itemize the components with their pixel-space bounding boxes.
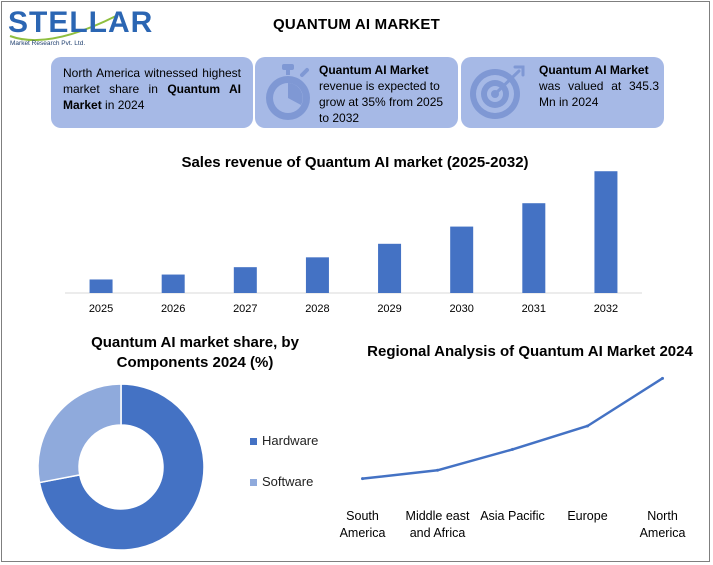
donut-slice-hardware [38,383,205,551]
logo-swoosh-icon [9,15,117,42]
info-card-region: North America witnessed highest market s… [51,57,253,128]
legend-swatch-software [250,479,257,487]
card3-text: Quantum AI Market was valued at 345.3 Mn… [539,62,659,110]
line-point-2 [511,447,514,451]
bar-tick-label-2026: 2026 [161,303,185,315]
card3-text-bold: Quantum AI Market [539,63,649,77]
bar-chart-title: Sales revenue of Quantum AI market (2025… [181,154,529,171]
bar-tick-label-2025: 2025 [89,303,113,315]
card2-text: Quantum AI Market revenue is expected to… [319,62,451,126]
card1-text-part2: in 2024 [101,98,145,112]
logo-subtext: Market Research Pvt. Ltd. [10,40,86,47]
donut-slice-software [37,383,122,484]
bar-tick-label-2027: 2027 [233,303,257,315]
bar-tick-label-2030: 2030 [449,303,473,315]
line-tick-label-3: Europe [567,509,607,523]
card3-text-body: was valued at 345.3 Mn in 2024 [539,79,659,109]
bar-tick-label-2028: 2028 [305,303,329,315]
bar-2026 [161,274,185,293]
bar-2028 [305,257,329,293]
stopwatch-icon [266,64,310,120]
bar-2032 [594,171,618,293]
legend-item-hardware: Hardware [250,433,318,448]
bar-tick-label-2032: 2032 [594,303,618,315]
info-card-value: Quantum AI Market was valued at 345.3 Mn… [461,57,664,128]
info-card-growth: Quantum AI Market revenue is expected to… [255,57,458,128]
bar-2027 [233,267,257,293]
bar-chart: 2025 2026 2027 2028 2029 2030 2031 2032 [65,171,642,315]
line-point-0 [361,477,364,481]
donut-chart-title: Quantum AI market share, by Components 2… [91,334,299,371]
line-point-3 [586,424,589,428]
bar-tick-label-2029: 2029 [377,303,401,315]
bar-2025 [89,279,113,293]
legend-label-hardware: Hardware [262,433,319,448]
card2-text-body: revenue is expected to grow at 35% from … [319,79,444,125]
bar-tick-label-2031: 2031 [522,303,546,315]
donut-chart [37,383,205,551]
card1-text-part1: North America witnessed highest market s… [63,66,241,96]
card2-text-bold: Quantum AI Market [319,63,429,77]
line-tick-label-4: North America [640,509,686,540]
bar-2029 [378,243,402,293]
line-tick-label-1: Middle east and Africa [406,509,470,540]
legend-label-software: Software [262,474,314,489]
page-title: QUANTUM AI MARKET [273,16,440,33]
line-tick-label-2: Asia Pacific [480,509,545,523]
line-point-1 [436,468,439,472]
legend-item-software: Software [250,474,313,489]
bar-2031 [522,203,546,293]
target-icon [470,65,525,119]
line-tick-label-0: South America [340,509,386,540]
legend-swatch-hardware [250,438,257,446]
line-point-4 [661,376,664,380]
line-series [362,377,664,480]
card1-text-bold: Quantum AI Market [63,82,241,112]
line-chart: South America Middle east and Africa Asia Pa… [340,376,686,540]
logo-text: STELLAR [8,6,154,39]
line-chart-title: Regional Analysis of Quantum AI Market 2… [367,343,693,360]
bar-2030 [450,226,474,293]
stellar-logo: STELLAR Market Research Pvt. Ltd. [8,6,152,52]
